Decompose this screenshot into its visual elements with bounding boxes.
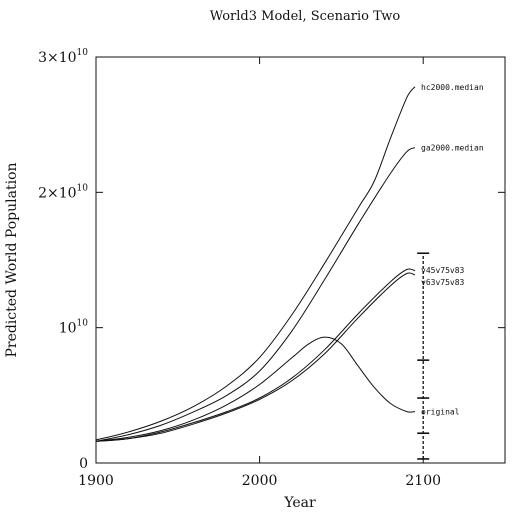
series-line-hc2000.median (95, 86, 416, 441)
series-line-v45v75v83 (95, 268, 416, 442)
series-line-v63v75v83 (95, 272, 416, 442)
y-tick-label: 3×1010 (38, 48, 88, 66)
x-axis-ticks: 1900 2000 2100 (78, 57, 441, 489)
x-tick-label: 2000 (242, 473, 278, 489)
series-line-ga2000.median (95, 147, 416, 442)
x-tick-label: 1900 (78, 473, 114, 489)
series-label: original (421, 408, 460, 417)
series-layer: hc2000.median ga2000.median v45v75v83 v63v7… (95, 83, 484, 442)
chart-title: World3 Model, Scenario Two (210, 9, 401, 24)
x-tick-label: 2100 (405, 473, 441, 489)
y-tick-label: 1010 (59, 319, 89, 337)
y-axis-ticks: 0 1010 2×1010 3×1010 (38, 48, 505, 472)
y-tick-label: 0 (79, 456, 88, 472)
y-tick-label: 2×1010 (38, 183, 88, 201)
x-axis-label: Year (283, 495, 316, 511)
series-label: hc2000.median (421, 83, 484, 92)
series-label: v45v75v83 (421, 266, 465, 275)
series-label: v63v75v83 (421, 278, 465, 287)
y-axis-label: Predicted World Population (4, 162, 20, 357)
range-bar (417, 252, 430, 460)
series-label: ga2000.median (421, 144, 484, 153)
plot-frame (95, 56, 506, 464)
series-line-original (95, 336, 416, 442)
